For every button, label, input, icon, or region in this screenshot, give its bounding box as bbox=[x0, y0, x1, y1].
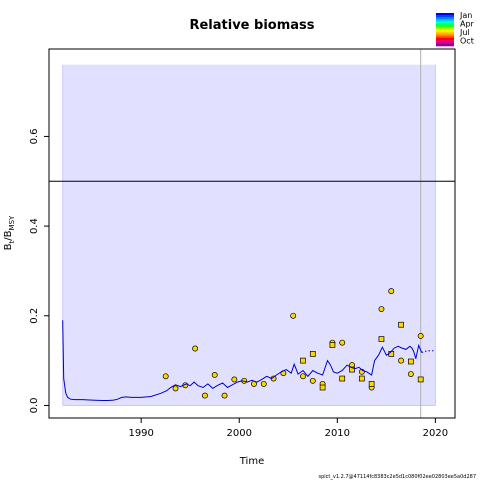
observation-point-b bbox=[300, 357, 306, 364]
observation-point-b bbox=[319, 384, 326, 391]
y-axis-label-sub-t: t bbox=[8, 240, 16, 243]
legend-color-swatch bbox=[436, 35, 454, 39]
observation-point-b bbox=[368, 381, 375, 387]
observation-point-b bbox=[417, 376, 424, 383]
legend-color-swatch bbox=[436, 43, 454, 47]
observation-point-a bbox=[221, 392, 228, 399]
observation-point-b bbox=[408, 358, 414, 365]
observation-point-a bbox=[211, 372, 218, 378]
observation-point-b bbox=[378, 336, 385, 342]
plot-area bbox=[49, 49, 455, 418]
confidence-band bbox=[62, 64, 436, 406]
observation-point-b bbox=[329, 342, 336, 348]
y-tick-label: 0.2 bbox=[29, 308, 40, 324]
observation-point-a bbox=[192, 345, 199, 352]
legend-color-swatch bbox=[436, 31, 454, 34]
observation-point-a bbox=[231, 376, 238, 383]
y-axis-label-mid: /B bbox=[3, 230, 14, 240]
x-tick-label: 2020 bbox=[423, 428, 448, 439]
legend-color-swatch bbox=[436, 21, 454, 24]
observation-point-a bbox=[290, 312, 297, 319]
legend-color-swatch bbox=[436, 41, 454, 45]
x-tick-label: 2000 bbox=[227, 428, 252, 439]
observation-point-a bbox=[407, 371, 414, 378]
legend-label: Jan bbox=[459, 11, 472, 20]
y-axis-label-main: B bbox=[3, 243, 14, 250]
plot-frame bbox=[48, 48, 456, 419]
chart-title: Relative biomass bbox=[189, 18, 314, 33]
observation-point-b bbox=[339, 375, 346, 382]
observation-point-a bbox=[378, 306, 385, 312]
observation-point-b bbox=[309, 351, 316, 357]
biomass-estimate-line bbox=[62, 320, 423, 401]
legend-label: Oct bbox=[460, 37, 474, 46]
observation-point-b bbox=[398, 321, 404, 328]
observation-point-a bbox=[172, 385, 179, 392]
x-axis-label: Time bbox=[239, 456, 264, 467]
legend-color-swatch bbox=[436, 27, 454, 30]
legend-color-swatch bbox=[436, 19, 454, 22]
y-tick-label: 0.0 bbox=[29, 397, 40, 413]
observation-point-a bbox=[388, 288, 395, 295]
legend-label: Apr bbox=[460, 20, 475, 29]
biomass-forecast-line bbox=[421, 350, 436, 353]
observation-point-b bbox=[358, 375, 365, 382]
axes: 1990 2000 2010 2020 0.0 0.2 0.4 0.6 bbox=[29, 48, 456, 439]
observation-point-a bbox=[260, 380, 267, 387]
x-tick-label: 1990 bbox=[128, 428, 153, 439]
legend-color-swatch bbox=[436, 25, 454, 28]
observation-point-a bbox=[201, 392, 208, 399]
observation-point-a bbox=[417, 333, 424, 339]
observation-point-a bbox=[309, 377, 316, 384]
observation-point-a bbox=[339, 339, 346, 346]
y-tick-label: 0.4 bbox=[29, 218, 40, 234]
legend-color-swatch bbox=[436, 37, 454, 41]
legend-color-swatch bbox=[436, 15, 454, 18]
legend-label: Jul bbox=[459, 28, 470, 37]
legend-color-swatch bbox=[436, 13, 454, 16]
legend-color-swatch bbox=[436, 39, 454, 43]
observation-point-a bbox=[398, 357, 405, 364]
legend-color-swatch bbox=[436, 33, 454, 36]
observation-point-a bbox=[162, 373, 169, 380]
legend-color-swatch bbox=[436, 29, 454, 32]
legend-color-swatch bbox=[436, 17, 454, 20]
footer-version: spict_v1.2.7@47114fc8383c2e5d1c080f02ee0… bbox=[318, 474, 476, 480]
legend-color-swatch bbox=[436, 23, 454, 26]
y-axis-label: Bt/BMSY bbox=[3, 215, 16, 250]
x-tick-label: 2010 bbox=[325, 428, 350, 439]
observation-point-b bbox=[349, 366, 355, 373]
y-axis-label-sub-msy: MSY bbox=[8, 215, 16, 230]
y-tick-label: 0.6 bbox=[29, 128, 40, 144]
observation-point-a bbox=[300, 373, 306, 380]
